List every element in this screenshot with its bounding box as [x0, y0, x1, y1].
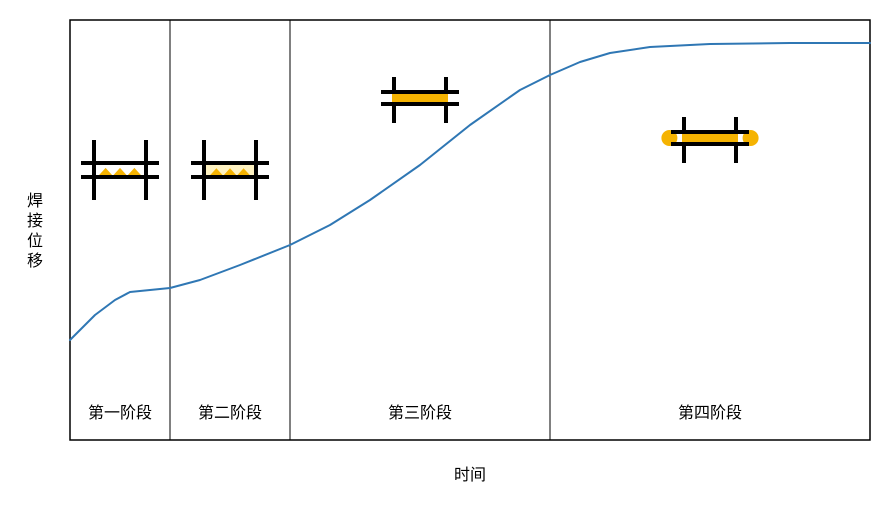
x-axis-label: 时间 [454, 466, 486, 484]
stage-label-4: 第四阶段 [678, 404, 742, 422]
plot-border [70, 20, 870, 440]
y-axis-label-char-2: 位 [27, 232, 43, 250]
diagram-svg: 第一阶段第二阶段第三阶段第四阶段焊接位移焊接位移时间 [0, 0, 890, 508]
stage-label-2: 第二阶段 [198, 404, 262, 422]
stage-label-1: 第一阶段 [88, 404, 152, 422]
diagram-wrap: 第一阶段第二阶段第三阶段第四阶段焊接位移焊接位移时间 [0, 0, 890, 508]
stage-label-3: 第三阶段 [388, 404, 452, 422]
plot-area: 第一阶段 第二阶段 第三阶段 第四阶段 [70, 20, 870, 440]
y-axis-label-char-3: 移 [27, 252, 43, 270]
y-axis-label-char-0: 焊 [27, 192, 43, 210]
y-axis-label-char-1: 接 [27, 212, 43, 230]
